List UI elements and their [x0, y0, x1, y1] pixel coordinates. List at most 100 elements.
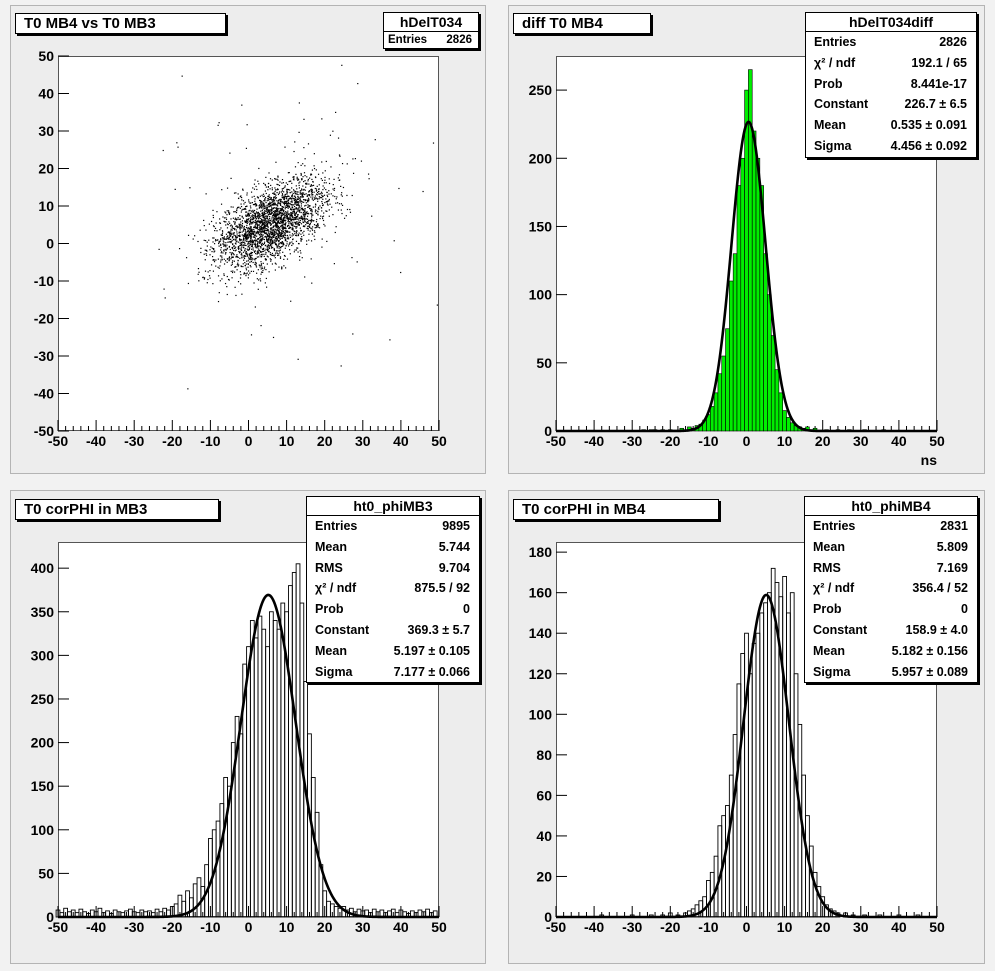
- scatter-point: [308, 194, 310, 196]
- scatter-point: [280, 235, 283, 237]
- scatter-point: [226, 237, 228, 239]
- scatter-point: [252, 261, 254, 264]
- scatter-point: [324, 170, 326, 172]
- scatter-point: [251, 244, 253, 246]
- scatter-point: [306, 176, 308, 178]
- scatter-point: [294, 221, 297, 224]
- scatter-point: [205, 254, 208, 256]
- scatter-point: [256, 221, 258, 223]
- scatter-point: [263, 268, 265, 270]
- y-tick-label: 200: [31, 735, 55, 751]
- scatter-point: [215, 265, 217, 267]
- scatter-point: [276, 250, 278, 252]
- scatter-point: [310, 174, 313, 176]
- scatter-point: [291, 191, 293, 193]
- scatter-point: [286, 213, 288, 215]
- scatter-point: [293, 230, 295, 232]
- scatter-point: [251, 251, 254, 254]
- scatter-point: [277, 220, 279, 223]
- scatter-point: [276, 189, 278, 191]
- scatter-point: [290, 201, 292, 203]
- scatter-point: [272, 207, 274, 210]
- scatter-point: [281, 182, 283, 184]
- histogram-bin: [763, 253, 768, 432]
- scatter-point: [328, 198, 330, 201]
- scatter-point: [273, 203, 275, 205]
- scatter-point: [318, 227, 321, 229]
- fit-curve: [556, 593, 937, 919]
- scatter-point: [266, 217, 268, 219]
- scatter-point: [253, 226, 255, 228]
- scatter-point: [299, 227, 301, 229]
- scatter-point: [238, 231, 240, 233]
- scatter-point: [282, 220, 284, 222]
- scatter-point: [243, 227, 245, 229]
- scatter-point: [251, 218, 253, 221]
- scatter-point: [298, 223, 300, 226]
- scatter-point: [234, 222, 236, 224]
- scatter-point: [274, 269, 276, 271]
- scatter-point: [275, 214, 277, 217]
- scatter-point: [335, 111, 337, 114]
- scatter-point: [253, 230, 255, 232]
- scatter-point: [249, 240, 251, 243]
- scatter-point: [229, 152, 231, 154]
- scatter-point: [235, 192, 237, 194]
- scatter-point: [258, 252, 260, 254]
- scatter-point: [231, 247, 233, 249]
- scatter-point: [305, 193, 307, 195]
- scatter-point: [266, 225, 269, 227]
- scatter-point: [341, 212, 343, 215]
- scatter-point: [254, 237, 257, 239]
- scatter-point: [246, 230, 248, 233]
- scatter-point: [281, 208, 283, 210]
- scatter-point: [257, 238, 259, 241]
- scatter-point: [244, 228, 246, 230]
- scatter-point: [251, 245, 253, 247]
- scatter-point: [310, 258, 312, 260]
- scatter-point: [268, 210, 271, 212]
- scatter-point: [272, 233, 274, 235]
- scatter-point: [297, 208, 299, 211]
- stats-value: 5.182 ± 0.156: [891, 643, 968, 658]
- scatter-point: [432, 142, 435, 144]
- scatter-point: [299, 207, 301, 209]
- scatter-point: [278, 207, 280, 210]
- scatter-point: [306, 183, 308, 185]
- scatter-point: [250, 231, 252, 233]
- scatter-point: [332, 184, 334, 186]
- scatter-point: [263, 182, 265, 185]
- scatter-point: [296, 188, 298, 190]
- scatter-point: [277, 203, 279, 205]
- scatter-point: [239, 223, 242, 225]
- scatter-point: [303, 214, 305, 216]
- scatter-point: [276, 247, 278, 249]
- scatter-point: [278, 214, 280, 216]
- scatter-point: [276, 183, 278, 185]
- scatter-point: [292, 238, 294, 240]
- scatter-point: [202, 276, 204, 278]
- scatter-point: [309, 223, 311, 226]
- scatter-point: [260, 263, 263, 265]
- scatter-point: [266, 240, 268, 242]
- scatter-point: [306, 182, 308, 184]
- scatter-point: [319, 205, 321, 207]
- scatter-point: [238, 226, 240, 228]
- scatter-point: [306, 243, 308, 245]
- scatter-point: [254, 239, 256, 241]
- scatter-point: [262, 211, 264, 213]
- scatter-point: [265, 252, 267, 254]
- scatter-point: [256, 253, 258, 255]
- scatter-point: [292, 227, 294, 229]
- scatter-point: [273, 233, 276, 235]
- scatter-point: [304, 276, 306, 278]
- scatter-point: [305, 224, 307, 226]
- scatter-point: [243, 272, 245, 274]
- scatter-point: [260, 201, 262, 203]
- scatter-point: [294, 205, 296, 208]
- scatter-point: [285, 227, 287, 229]
- scatter-point: [228, 260, 230, 262]
- scatter-point: [279, 232, 281, 234]
- scatter-point: [291, 212, 293, 214]
- scatter-point: [219, 265, 221, 267]
